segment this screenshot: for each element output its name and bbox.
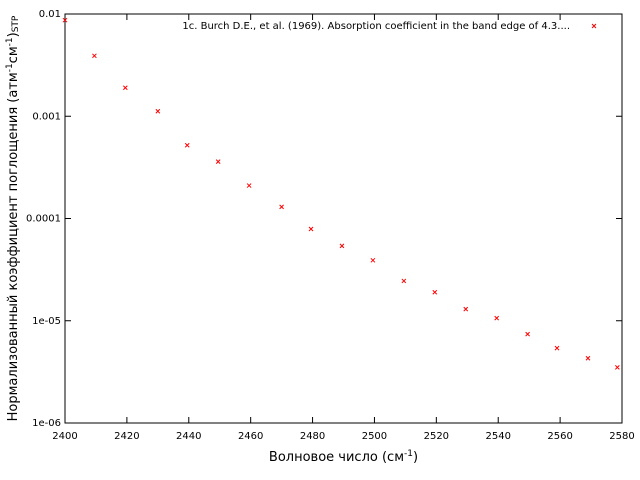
point (215, 159, 221, 164)
y-axis-title-part: STP (11, 15, 21, 32)
legend-marker (591, 23, 597, 29)
point (370, 257, 376, 263)
point (279, 204, 284, 210)
legend-label: 1c. Burch D.E., et al. (1969). Absorptio… (182, 21, 570, 32)
y-axis-title: Нормализованный коэффициент поглощения (… (5, 15, 21, 421)
x-tick-label: 2420 (114, 431, 139, 442)
y-axis-title-part: см (6, 46, 21, 63)
point (339, 243, 345, 249)
x-axis-title-part: -1 (404, 449, 413, 459)
x-tick-label: 2540 (485, 431, 510, 442)
point (308, 226, 314, 232)
point (155, 108, 161, 114)
point (122, 85, 128, 91)
y-axis-title-part: Нормализованный коэффициент поглощения (… (6, 72, 21, 421)
x-tick-label: 2580 (609, 431, 634, 442)
y-axis-title-part: ) (6, 32, 21, 37)
point (92, 53, 97, 59)
point (246, 183, 252, 188)
y-tick-label: 0.0001 (26, 214, 61, 225)
point (494, 315, 500, 321)
y-tick-label: 0.01 (39, 9, 61, 20)
point (615, 365, 620, 370)
point (62, 17, 68, 23)
y-axis-title-part: -1 (5, 63, 15, 72)
point (432, 289, 438, 295)
x-tick-label: 2400 (52, 431, 77, 442)
point (401, 278, 407, 284)
y-tick-label: 0.001 (32, 111, 61, 122)
x-tick-label: 2480 (300, 431, 325, 442)
x-axis-title-part: Волновое число (см (269, 450, 404, 465)
plot-frame (64, 13, 623, 424)
y-tick-label: 1e-05 (32, 316, 61, 327)
point (463, 306, 469, 312)
y-tick-label: 1e-06 (32, 418, 61, 429)
x-axis-title-part: ) (413, 450, 418, 465)
point (184, 142, 190, 148)
y-axis-title-part: -1 (5, 37, 15, 46)
x-tick-label: 2440 (176, 431, 201, 442)
point (525, 331, 530, 337)
x-tick-label: 2520 (424, 431, 449, 442)
point (554, 345, 560, 351)
point (585, 355, 591, 361)
x-tick-label: 2460 (238, 431, 263, 442)
x-tick-label: 2560 (547, 431, 572, 442)
x-axis-title: Волновое число (см-1) (269, 449, 418, 465)
x-tick-label: 2500 (362, 431, 387, 442)
